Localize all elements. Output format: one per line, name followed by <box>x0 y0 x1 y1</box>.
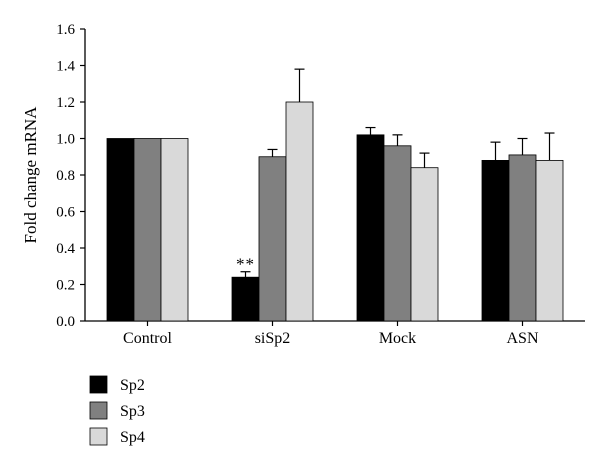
legend-label-sp3: Sp3 <box>120 403 145 420</box>
y-tick-label: 1.6 <box>56 22 75 38</box>
bar-sp2-asn <box>481 159 510 322</box>
bar-sp2-mock <box>356 134 385 322</box>
y-tick-label: 0.4 <box>56 241 75 257</box>
y-tick-label: 1.4 <box>56 59 75 75</box>
bar-sp4-sisp2 <box>285 101 314 322</box>
legend-label-sp4: Sp4 <box>120 429 145 446</box>
labels: 0.0 0.2 0.4 0.6 0.8 1.0 1.2 1.4 1.6 Fold change m… <box>21 22 539 347</box>
y-axis-title: Fold change mRNA <box>21 106 40 244</box>
bar-sp3-sisp2 <box>258 156 287 322</box>
bar-sp3-control <box>133 138 162 322</box>
significance-annotation: ** <box>236 255 255 274</box>
x-category-label: ASN <box>506 330 538 347</box>
bar-sp2-control <box>106 138 135 322</box>
legend-label-sp2: Sp2 <box>120 377 145 394</box>
y-tick-label: 0.6 <box>56 205 75 221</box>
bar-sp4-asn <box>535 159 564 322</box>
bar-sp2-sisp2 <box>231 276 260 322</box>
legend-swatch-sp2 <box>89 375 108 394</box>
legend-swatch-sp4 <box>89 427 108 446</box>
x-category-label: Control <box>123 330 172 347</box>
y-tick-label: 0.2 <box>56 278 75 294</box>
y-tick-label: 1.2 <box>56 95 75 111</box>
legend: Sp2 Sp3 Sp4 <box>89 375 145 446</box>
x-category-label: siSp2 <box>255 330 291 347</box>
bar-sp3-mock <box>383 145 412 322</box>
bar-sp4-mock <box>410 167 439 322</box>
y-tick-label: 0.8 <box>56 168 75 184</box>
bar-sp4-control <box>160 138 189 322</box>
y-tick-label: 0.0 <box>56 314 75 330</box>
bars <box>106 68 564 322</box>
x-category-label: Mock <box>379 330 416 347</box>
y-tick-label: 1.0 <box>56 132 75 148</box>
bar-sp3-asn <box>508 154 537 322</box>
legend-swatch-sp3 <box>89 401 108 420</box>
